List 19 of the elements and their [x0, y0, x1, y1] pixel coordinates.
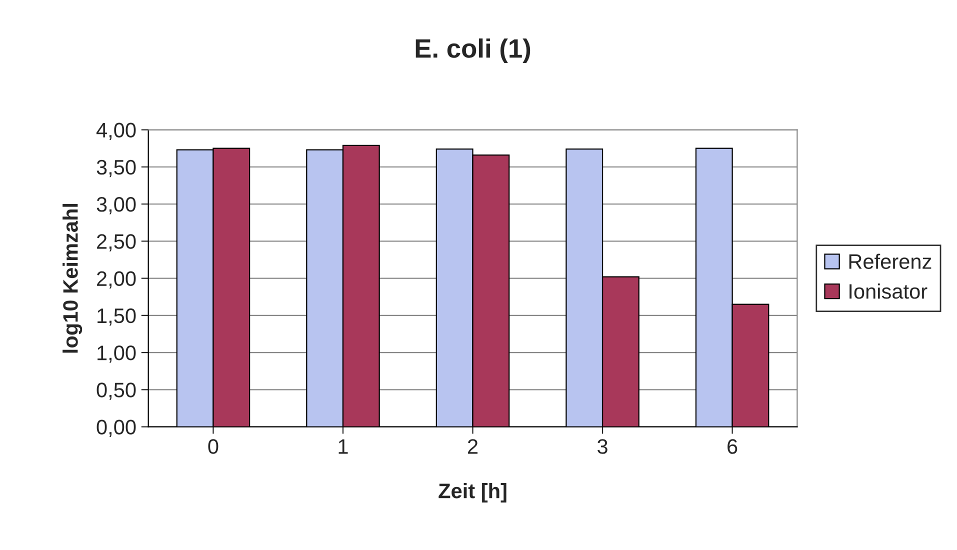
x-axis-title: Zeit [h] — [438, 483, 506, 502]
y-axis-title: log10 Keimzahl — [62, 204, 82, 353]
y-tick-label: 3,00 — [96, 197, 136, 214]
y-tick-label: 0,00 — [96, 420, 136, 438]
x-tick-label: 3 — [598, 439, 608, 454]
legend-label: Referenz — [849, 254, 932, 269]
y-tick-label: 4,00 — [96, 122, 136, 140]
x-tick-label: 6 — [728, 439, 738, 454]
y-tick-label: 3,50 — [96, 160, 136, 178]
y-tick-label: 2,50 — [97, 234, 136, 252]
x-tick-label: 0 — [208, 439, 218, 454]
y-tick-label: 1,00 — [98, 346, 136, 363]
x-tick-label: 1 — [338, 439, 348, 454]
chart-title: E. coli (1) — [416, 38, 530, 64]
x-tick-label: 2 — [468, 439, 478, 454]
y-tick-label: 2,00 — [97, 271, 136, 289]
y-tick-label: 0,50 — [96, 382, 136, 400]
legend-label: Ionisator — [850, 284, 928, 299]
y-tick-label: 1,50 — [98, 308, 136, 326]
